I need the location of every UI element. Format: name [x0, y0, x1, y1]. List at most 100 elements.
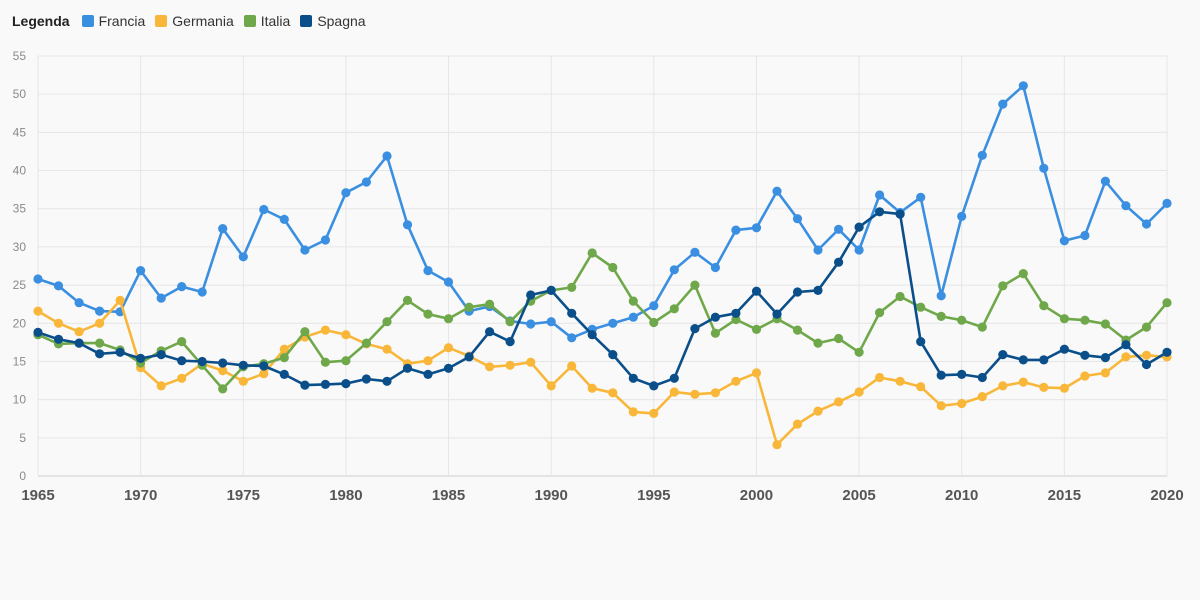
data-point-italia[interactable] — [341, 356, 351, 366]
data-point-spagna[interactable] — [156, 350, 166, 360]
data-point-germania[interactable] — [156, 381, 166, 391]
data-point-francia[interactable] — [998, 99, 1008, 109]
data-point-spagna[interactable] — [813, 285, 823, 295]
data-point-germania[interactable] — [177, 373, 187, 383]
data-point-francia[interactable] — [1141, 219, 1152, 229]
data-point-francia[interactable] — [218, 224, 228, 234]
data-point-germania[interactable] — [792, 419, 803, 429]
data-point-germania[interactable] — [916, 382, 926, 392]
data-point-italia[interactable] — [361, 338, 371, 348]
data-point-francia[interactable] — [1121, 201, 1131, 211]
data-point-francia[interactable] — [546, 317, 556, 327]
data-point-francia[interactable] — [526, 319, 536, 329]
data-point-spagna[interactable] — [1100, 353, 1110, 363]
data-point-spagna[interactable] — [998, 350, 1008, 360]
data-point-spagna[interactable] — [792, 287, 803, 297]
data-point-francia[interactable] — [792, 214, 803, 224]
data-point-francia[interactable] — [751, 223, 762, 233]
data-point-italia[interactable] — [895, 291, 905, 302]
data-point-francia[interactable] — [957, 211, 967, 221]
data-point-italia[interactable] — [875, 308, 885, 318]
legend-item-francia[interactable]: Francia — [81, 12, 145, 30]
data-point-spagna[interactable] — [320, 379, 330, 389]
data-point-spagna[interactable] — [341, 379, 351, 389]
data-point-spagna[interactable] — [382, 376, 392, 386]
data-point-spagna[interactable] — [136, 353, 146, 363]
data-point-italia[interactable] — [751, 324, 762, 334]
data-point-germania[interactable] — [936, 401, 946, 411]
data-point-francia[interactable] — [608, 318, 618, 328]
data-point-germania[interactable] — [33, 306, 43, 316]
data-point-francia[interactable] — [279, 214, 289, 224]
data-point-germania[interactable] — [115, 295, 125, 305]
data-point-italia[interactable] — [1059, 314, 1069, 324]
data-point-germania[interactable] — [567, 361, 577, 371]
data-point-italia[interactable] — [443, 314, 454, 324]
data-point-germania[interactable] — [526, 357, 536, 367]
data-point-spagna[interactable] — [464, 352, 474, 362]
legend-item-italia[interactable]: Italia — [243, 12, 290, 30]
data-point-spagna[interactable] — [1018, 355, 1028, 365]
data-point-germania[interactable] — [382, 344, 392, 354]
data-point-francia[interactable] — [156, 293, 166, 303]
data-point-italia[interactable] — [977, 322, 987, 332]
data-point-spagna[interactable] — [977, 372, 987, 383]
data-point-spagna[interactable] — [936, 370, 946, 380]
data-point-germania[interactable] — [608, 388, 618, 398]
data-point-francia[interactable] — [33, 274, 43, 284]
data-point-italia[interactable] — [464, 302, 474, 312]
data-point-italia[interactable] — [423, 309, 433, 319]
data-point-francia[interactable] — [916, 192, 926, 202]
data-point-germania[interactable] — [74, 327, 84, 337]
data-point-italia[interactable] — [608, 262, 618, 273]
data-point-germania[interactable] — [341, 330, 351, 340]
data-point-italia[interactable] — [628, 296, 638, 306]
data-point-germania[interactable] — [669, 387, 679, 397]
data-point-germania[interactable] — [772, 440, 782, 450]
data-point-germania[interactable] — [957, 398, 967, 409]
data-point-francia[interactable] — [320, 235, 330, 245]
data-point-spagna[interactable] — [649, 381, 659, 391]
data-point-italia[interactable] — [320, 357, 330, 367]
data-point-francia[interactable] — [95, 306, 105, 316]
data-point-italia[interactable] — [587, 248, 597, 258]
data-point-francia[interactable] — [649, 301, 659, 311]
data-point-francia[interactable] — [53, 281, 64, 291]
data-point-italia[interactable] — [792, 325, 803, 335]
data-point-spagna[interactable] — [443, 363, 454, 373]
data-point-italia[interactable] — [1039, 301, 1049, 311]
data-point-spagna[interactable] — [74, 338, 84, 348]
data-point-spagna[interactable] — [875, 207, 885, 217]
data-point-francia[interactable] — [834, 224, 844, 234]
data-point-spagna[interactable] — [505, 337, 515, 347]
data-point-francia[interactable] — [136, 266, 146, 276]
data-point-germania[interactable] — [218, 366, 228, 376]
data-point-spagna[interactable] — [669, 373, 679, 383]
data-point-spagna[interactable] — [1080, 350, 1090, 360]
data-point-francia[interactable] — [772, 186, 782, 196]
data-point-francia[interactable] — [382, 151, 392, 161]
legend-item-germania[interactable]: Germania — [155, 12, 234, 30]
data-point-spagna[interactable] — [238, 360, 248, 370]
data-point-francia[interactable] — [341, 188, 351, 198]
data-point-francia[interactable] — [197, 287, 207, 297]
data-point-germania[interactable] — [649, 408, 659, 418]
data-point-spagna[interactable] — [628, 373, 638, 383]
data-point-italia[interactable] — [834, 333, 844, 344]
data-point-spagna[interactable] — [95, 349, 105, 359]
data-point-italia[interactable] — [1100, 319, 1110, 329]
data-point-francia[interactable] — [443, 277, 454, 287]
data-point-italia[interactable] — [177, 337, 187, 347]
data-point-germania[interactable] — [875, 372, 885, 383]
data-point-francia[interactable] — [1018, 81, 1028, 91]
data-point-italia[interactable] — [1162, 298, 1172, 308]
data-point-italia[interactable] — [567, 282, 577, 292]
data-point-spagna[interactable] — [1141, 359, 1152, 370]
data-point-italia[interactable] — [669, 304, 679, 314]
data-point-francia[interactable] — [1039, 163, 1049, 173]
data-point-germania[interactable] — [1121, 352, 1131, 362]
data-point-germania[interactable] — [587, 383, 597, 393]
data-point-francia[interactable] — [238, 252, 248, 262]
data-point-spagna[interactable] — [279, 369, 289, 379]
data-point-germania[interactable] — [320, 325, 330, 335]
